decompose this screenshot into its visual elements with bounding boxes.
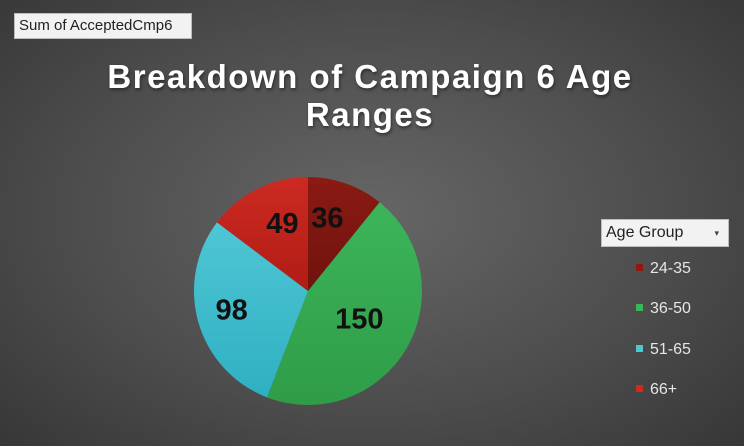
legend-label: 24-35 [650, 260, 691, 277]
data-label-36-50: 150 [335, 303, 383, 335]
legend-item-66+: 66+ [636, 380, 677, 400]
chart-title: Breakdown of Campaign 6 Age Ranges [107, 58, 633, 133]
field-button-sum-acceptedcmp6[interactable]: Sum of AcceptedCmp6 [14, 13, 192, 39]
pie-slice-66+ [216, 176, 308, 291]
pie-slice-36-50 [266, 202, 422, 405]
pie-slice-51-65 [194, 222, 308, 398]
legend-swatch [636, 385, 643, 393]
chevron-down-icon: ▾ [714, 228, 719, 238]
legend-label: 66+ [650, 381, 678, 398]
age-group-label: Age Group [606, 224, 684, 241]
legend-swatch [636, 304, 643, 312]
legend-swatch [636, 345, 643, 353]
data-label-24-35: 36 [311, 202, 343, 234]
legend-label: 36-50 [650, 300, 691, 317]
legend-swatch [636, 264, 643, 272]
legend-item-51-65: 51-65 [636, 340, 691, 360]
pie-slice-24-35 [308, 177, 380, 291]
legend-item-24-35: 24-35 [636, 259, 691, 279]
data-label-51-65: 98 [216, 294, 248, 326]
legend-label: 51-65 [650, 341, 691, 358]
age-group-filter-dropdown[interactable]: Age Group ▾ [601, 219, 729, 247]
data-label-66+: 49 [266, 208, 298, 240]
legend-item-36-50: 36-50 [636, 299, 691, 319]
